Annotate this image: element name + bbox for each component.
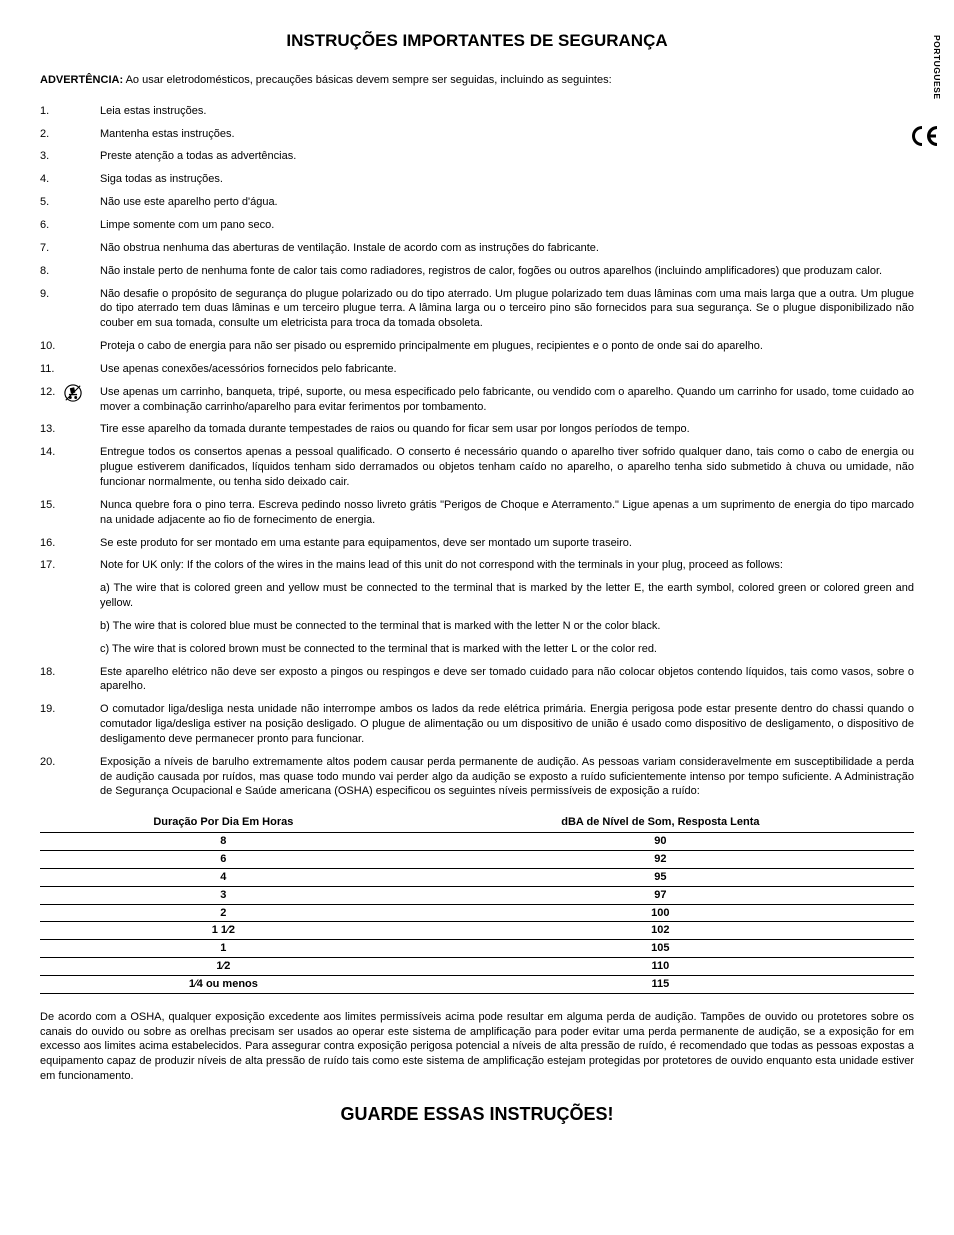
list-item: Mantenha estas instruções. (40, 127, 914, 142)
list-item: Não instale perto de nenhuma fonte de ca… (40, 264, 914, 279)
table-cell: 90 (407, 833, 914, 851)
table-row: 890 (40, 833, 914, 851)
list-item: Não use este aparelho perto d'água. (40, 195, 914, 210)
table-row: 1 1⁄2102 (40, 922, 914, 940)
list-item-text: Use apenas um carrinho, banqueta, tripé,… (100, 386, 914, 413)
table-cell: 100 (407, 904, 914, 922)
list-item: Tire esse aparelho da tomada durante tem… (40, 422, 914, 437)
table-cell: 1 1⁄2 (40, 922, 407, 940)
list-item: O comutador liga/desliga nesta unidade n… (40, 702, 914, 747)
table-cell: 115 (407, 975, 914, 993)
warning-line: ADVERTÊNCIA: Ao usar eletrodomésticos, p… (40, 73, 914, 88)
table-row: 1⁄2110 (40, 958, 914, 976)
table-cell: 102 (407, 922, 914, 940)
table-header: dBA de Nível de Som, Resposta Lenta (407, 813, 914, 832)
table-cell: 1⁄4 ou menos (40, 975, 407, 993)
table-cell: 110 (407, 958, 914, 976)
warning-text: Ao usar eletrodomésticos, precauções bás… (123, 74, 612, 86)
list-item: Limpe somente com um pano seco. (40, 218, 914, 233)
list-item-text: Note for UK only: If the colors of the w… (100, 559, 783, 571)
list-item: Use apenas conexões/acessórios fornecido… (40, 362, 914, 377)
sub-item: b) The wire that is colored blue must be… (100, 619, 914, 634)
save-instructions-heading: GUARDE ESSAS INSTRUÇÕES! (40, 1102, 914, 1126)
table-cell: 3 (40, 886, 407, 904)
table-cell: 92 (407, 851, 914, 869)
instruction-list: Leia estas instruções. Mantenha estas in… (40, 104, 914, 800)
list-item: Não desafie o propósito de segurança do … (40, 287, 914, 332)
list-item: Não obstrua nenhuma das aberturas de ven… (40, 241, 914, 256)
sub-item: c) The wire that is colored brown must b… (100, 642, 914, 657)
list-item: Exposição a níveis de barulho extremamen… (40, 755, 914, 800)
list-item: Este aparelho elétrico não deve ser expo… (40, 665, 914, 695)
list-item: Nunca quebre fora o pino terra. Escreva … (40, 498, 914, 528)
table-cell: 105 (407, 940, 914, 958)
language-side-label: PORTUGUESE (931, 35, 942, 100)
noise-exposure-table: Duração Por Dia Em Horas dBA de Nível de… (40, 813, 914, 993)
table-row: 495 (40, 868, 914, 886)
table-row: 2100 (40, 904, 914, 922)
list-item: Note for UK only: If the colors of the w… (40, 558, 914, 656)
table-cell: 1 (40, 940, 407, 958)
table-cell: 8 (40, 833, 407, 851)
table-cell: 2 (40, 904, 407, 922)
list-item: Entregue todos os consertos apenas a pes… (40, 445, 914, 490)
cart-tipover-icon (64, 384, 82, 407)
list-item: Preste atenção a todas as advertências. (40, 149, 914, 164)
table-row: 1⁄4 ou menos115 (40, 975, 914, 993)
table-row: 692 (40, 851, 914, 869)
table-cell: 4 (40, 868, 407, 886)
table-header: Duração Por Dia Em Horas (40, 813, 407, 832)
list-item: Siga todas as instruções. (40, 172, 914, 187)
page-title: INSTRUÇÕES IMPORTANTES DE SEGURANÇA (40, 30, 914, 53)
sub-item: a) The wire that is colored green and ye… (100, 581, 914, 611)
osha-paragraph: De acordo com a OSHA, qualquer exposição… (40, 1010, 914, 1084)
list-item: Use apenas um carrinho, banqueta, tripé,… (40, 385, 914, 415)
table-cell: 97 (407, 886, 914, 904)
table-row: 397 (40, 886, 914, 904)
table-cell: 6 (40, 851, 407, 869)
table-cell: 1⁄2 (40, 958, 407, 976)
list-item: Leia estas instruções. (40, 104, 914, 119)
table-cell: 95 (407, 868, 914, 886)
list-item: Se este produto for ser montado em uma e… (40, 536, 914, 551)
table-row: 1105 (40, 940, 914, 958)
list-item: Proteja o cabo de energia para não ser p… (40, 339, 914, 354)
ce-mark-icon (912, 120, 940, 155)
warning-label: ADVERTÊNCIA: (40, 74, 123, 86)
